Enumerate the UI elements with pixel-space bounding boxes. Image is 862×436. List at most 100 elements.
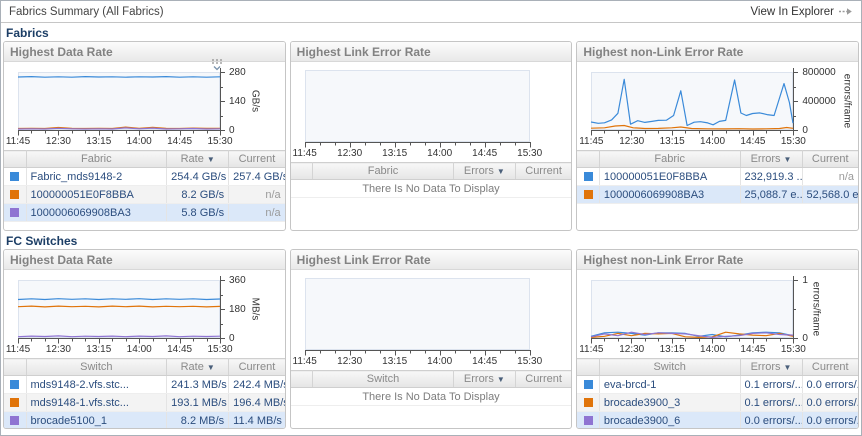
y-tick-label: 360 xyxy=(229,275,246,286)
chart-fabrics-data-rate: 11:45 12:30 13:15 14:00 14:45 15:30 0 140 280 GB/… xyxy=(4,59,285,150)
series-swatch xyxy=(583,416,593,425)
cell-current: 242.4 MB/s xyxy=(228,375,285,394)
sort-desc-icon: ▼ xyxy=(783,155,792,164)
cell-current: 0.0 errors/... xyxy=(802,411,859,428)
column-header-switch[interactable]: Switch xyxy=(599,358,741,376)
chart-legend-icon[interactable] xyxy=(210,58,224,76)
y-tick-label: 180 xyxy=(229,304,246,315)
column-header-current[interactable]: Current xyxy=(515,370,572,388)
panel-title: Highest Data Rate xyxy=(4,42,285,62)
column-header-errors[interactable]: Errors ▼ xyxy=(740,358,803,376)
cell-name: brocade5100_1 xyxy=(26,411,168,428)
column-header-fabric[interactable]: Fabric xyxy=(26,150,168,168)
cell-value: 0.1 errors/... xyxy=(740,393,803,412)
sort-desc-icon: ▼ xyxy=(496,167,505,176)
cell-current: n/a xyxy=(228,203,285,222)
x-tick-label: 11:45 xyxy=(5,344,31,355)
panel-fabrics-data-rate: Highest Data Rate 11:45 12:30 13:15 14:00 14… xyxy=(3,41,286,231)
table-row[interactable]: mds9148-2.vfs.stc... 241.3 MB/s 242.4 MB/s xyxy=(4,375,285,394)
column-header-errors[interactable]: Errors ▼ xyxy=(453,370,516,388)
table-fabrics-nonlink-error: Fabric Errors ▼ Current 100000051E0F8BBA 232,… xyxy=(577,150,859,204)
table-header-row: Switch Errors ▼ Current xyxy=(577,358,859,376)
table-row[interactable]: 1000006069908BA3 5.8 GB/s n/a xyxy=(4,203,285,222)
column-header-errors[interactable]: Errors ▼ xyxy=(453,162,516,180)
chart-fabrics-link-error: 11:45 12:30 13:15 14:00 14:45 15:30 xyxy=(291,62,572,162)
cell-swatch xyxy=(4,167,27,186)
series-swatch xyxy=(10,190,20,199)
column-header-switch[interactable]: Switch xyxy=(312,370,454,388)
x-tick-label: 14:00 xyxy=(126,136,152,147)
x-tick-label: 14:45 xyxy=(472,148,498,159)
view-in-explorer-link[interactable]: View In Explorer xyxy=(750,6,853,18)
column-header-current[interactable]: Current xyxy=(802,150,859,168)
column-header-switch[interactable]: Switch xyxy=(26,358,168,376)
x-tick-label: 15:30 xyxy=(207,136,233,147)
x-tick-label: 14:00 xyxy=(427,356,453,367)
column-header-errors[interactable]: Errors ▼ xyxy=(740,150,803,168)
column-header-swatch xyxy=(290,370,314,388)
series-swatch xyxy=(10,172,20,181)
table-row[interactable]: 100000051E0F8BBA 8.2 GB/s n/a xyxy=(4,185,285,204)
cell-value: 232,919.3 ... xyxy=(740,167,803,186)
column-header-current[interactable]: Current xyxy=(515,162,572,180)
column-header-swatch xyxy=(4,150,27,168)
x-tick-label: 14:00 xyxy=(700,344,726,355)
x-tick-label: 14:45 xyxy=(472,356,498,367)
table-row[interactable]: mds9148-1.vfs.stc... 193.1 MB/s 196.4 MB/s xyxy=(4,393,285,412)
cell-swatch xyxy=(577,167,600,186)
cell-name: 100000051E0F8BBA xyxy=(599,167,741,186)
table-row[interactable]: 100000051E0F8BBA 232,919.3 ... n/a xyxy=(577,167,859,186)
sort-desc-icon: ▼ xyxy=(496,375,505,384)
cell-value: 0.0 errors/... xyxy=(740,411,803,428)
panel-switches-link-error: Highest Link Error Rate 11:45 12:30 13:15 1… xyxy=(289,249,573,429)
sort-desc-icon: ▼ xyxy=(783,363,792,372)
table-row[interactable]: Fabric_mds9148-2 254.4 GB/s 257.4 GB/s xyxy=(4,167,285,186)
table-switches-data-rate: Switch Rate ▼ Current mds9148-2.vfs.stc... 24… xyxy=(4,358,285,428)
y-axis-unit: MB/s xyxy=(249,297,261,321)
column-header-swatch xyxy=(4,358,27,376)
panel-switches-nonlink-error: Highest non-Link Error Rate 11:45 12:30 13… xyxy=(576,249,860,429)
column-header-rate[interactable]: Rate ▼ xyxy=(166,358,230,376)
column-header-swatch xyxy=(577,358,600,376)
table-row[interactable]: brocade3900_60.0 errors/...0.0 errors/..… xyxy=(577,411,859,428)
column-header-rate[interactable]: Rate ▼ xyxy=(166,150,230,168)
table-row[interactable]: brocade5100_1 8.2 MB/s 11.4 MB/s xyxy=(4,411,285,428)
cell-current: 257.4 GB/s xyxy=(228,167,285,186)
column-header-fabric[interactable]: Fabric xyxy=(599,150,741,168)
series-swatch xyxy=(583,398,593,407)
no-data-row: There Is No Data To Display xyxy=(290,387,572,406)
x-tick-label: 13:15 xyxy=(659,344,685,355)
table-header-row: Fabric Rate ▼ Current xyxy=(4,150,285,168)
cell-current: 0.0 errors/... xyxy=(802,375,859,394)
y-tick-label: 800000 xyxy=(802,67,836,78)
cell-swatch xyxy=(4,203,27,222)
x-tick-label: 12:30 xyxy=(337,356,363,367)
column-header-current[interactable]: Current xyxy=(228,358,285,376)
table-row[interactable]: brocade3900_30.1 errors/...0.0 errors/..… xyxy=(577,393,859,412)
cell-value: 25,088.7 e... xyxy=(740,185,803,204)
x-tick-label: 12:30 xyxy=(337,148,363,159)
chart-fabrics-nonlink-error: 11:45 12:30 13:15 14:00 14:45 15:30 0 400000 800… xyxy=(577,62,858,150)
column-header-fabric[interactable]: Fabric xyxy=(312,162,454,180)
x-tick-label: 14:45 xyxy=(740,136,766,147)
cell-swatch xyxy=(577,185,600,204)
cell-name: eva-brcd-1 xyxy=(599,375,741,394)
y-tick-label: 1 xyxy=(802,275,808,286)
column-header-current[interactable]: Current xyxy=(228,150,285,168)
series-swatch xyxy=(583,380,593,389)
series-swatch xyxy=(10,398,20,407)
cell-value: 193.1 MB/s xyxy=(166,393,230,412)
y-tick-label: 140 xyxy=(229,96,246,107)
column-header-current[interactable]: Current xyxy=(802,358,859,376)
cell-name: 100000051E0F8BBA xyxy=(26,185,168,204)
panel-title: Highest Data Rate xyxy=(4,250,285,270)
chart-canvas xyxy=(591,276,799,344)
x-tick-label: 13:15 xyxy=(382,356,408,367)
x-tick-label: 13:15 xyxy=(382,148,408,159)
chart-canvas xyxy=(304,278,531,356)
switches-panel-row: Highest Data Rate 11:45 12:30 13:15 14:00 14… xyxy=(3,249,860,429)
cell-current: 11.4 MB/s xyxy=(228,411,285,428)
